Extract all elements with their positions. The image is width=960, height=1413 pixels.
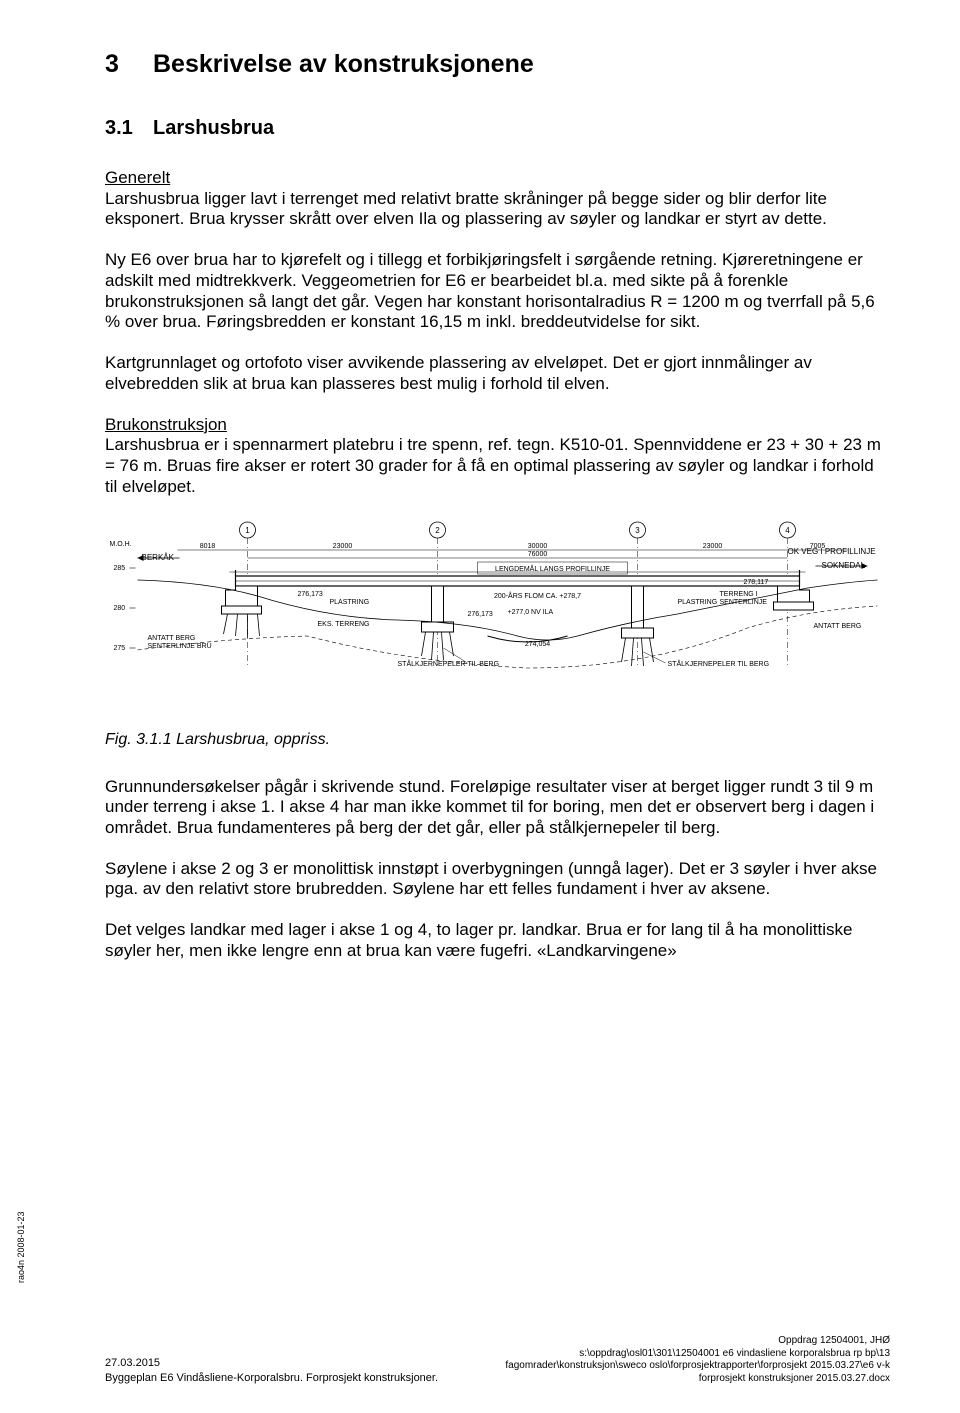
subsection-title: Larshusbrua <box>153 117 274 139</box>
abutment-right <box>774 586 814 610</box>
section-number: 3 <box>105 50 153 79</box>
svg-text:STÅLKJERNEPELER TIL BERG: STÅLKJERNEPELER TIL BERG <box>668 659 770 668</box>
paragraph: Generelt Larshusbrua ligger lavt i terre… <box>105 168 890 230</box>
section-heading: 3Beskrivelse av konstruksjonene <box>105 50 890 79</box>
svg-text:+277,0 NV ILA: +277,0 NV ILA <box>508 609 554 616</box>
paragraph: Søylene i akse 2 og 3 er monolittisk inn… <box>105 859 890 900</box>
footer-left: 27.03.2015 Byggeplan E6 Vindåsliene-Korp… <box>105 1356 438 1385</box>
side-revision-tag: rao4n 2008-01-23 <box>16 1211 26 1283</box>
svg-text:200-ÅRS FLOM CA. +278,7: 200-ÅRS FLOM CA. +278,7 <box>494 591 581 600</box>
footer-path: forprosjekt konstruksjoner 2015.03.27.do… <box>505 1373 890 1386</box>
y-tick: 275 <box>114 645 126 652</box>
svg-text:LENGDEMÅL LANGS PROFILLINJE: LENGDEMÅL LANGS PROFILLINJE <box>495 564 610 573</box>
section-title: Beskrivelse av konstruksjonene <box>153 50 534 78</box>
footer-project: Byggeplan E6 Vindåsliene-Korporalsbru. F… <box>105 1371 438 1385</box>
svg-text:PLASTRING: PLASTRING <box>330 599 370 606</box>
svg-text:SENTERLINJE: SENTERLINJE <box>720 599 768 606</box>
svg-text:2: 2 <box>435 526 440 535</box>
svg-text:30000: 30000 <box>528 543 548 550</box>
svg-text:276,173: 276,173 <box>468 611 493 618</box>
subsection-heading: 3.1Larshusbrua <box>105 117 890 140</box>
svg-text:7005: 7005 <box>810 543 826 550</box>
page-footer: 27.03.2015 Byggeplan E6 Vindåsliene-Korp… <box>105 1335 890 1385</box>
antatt-berg-left: ANTATT BERG <box>148 635 196 642</box>
footer-right: Oppdrag 12504001, JHØ s:\oppdrag\osl01\3… <box>505 1335 890 1385</box>
direction-left: BERKÅK <box>142 553 175 562</box>
direction-right-1: OK VEG I PROFILLINJE <box>788 547 876 556</box>
y-axis-label: M.O.H. <box>110 541 132 548</box>
subsection-number: 3.1 <box>105 117 153 140</box>
footer-oppdrag: Oppdrag 12504001, JHØ <box>505 1335 890 1348</box>
pier-axis-3 <box>622 586 654 666</box>
footer-path: s:\oppdrag\osl01\301\12504001 e6 vindasl… <box>505 1348 890 1361</box>
bridge-elevation-figure: M.O.H. 285 280 275 BERKÅK OK VEG I PROFI… <box>105 518 890 713</box>
svg-text:4: 4 <box>785 526 790 535</box>
svg-text:23000: 23000 <box>703 543 723 550</box>
y-tick: 285 <box>114 565 126 572</box>
svg-text:23000: 23000 <box>333 543 353 550</box>
svg-text:274,054: 274,054 <box>525 641 550 648</box>
svg-text:8018: 8018 <box>200 543 216 550</box>
footer-date: 27.03.2015 <box>105 1356 438 1370</box>
abutment-left <box>222 586 262 638</box>
bridge-elevation-svg: M.O.H. 285 280 275 BERKÅK OK VEG I PROFI… <box>105 518 890 708</box>
body-text: Larshusbrua ligger lavt i terrenget med … <box>105 189 827 229</box>
paragraph: Ny E6 over brua har to kjørefelt og i ti… <box>105 250 890 333</box>
direction-right-2: SOKNEDAL <box>822 561 866 570</box>
body-text: Larshusbrua er i spennarmert platebru i … <box>105 435 881 495</box>
document-page: 3Beskrivelse av konstruksjonene 3.1Larsh… <box>0 0 960 1413</box>
svg-text:276,173: 276,173 <box>298 591 323 598</box>
inline-heading-generelt: Generelt <box>105 168 170 187</box>
paragraph: Det velges landkar med lager i akse 1 og… <box>105 920 890 961</box>
svg-text:PLASTRING: PLASTRING <box>678 599 718 606</box>
svg-text:3: 3 <box>635 526 640 535</box>
svg-text:1: 1 <box>245 526 250 535</box>
paragraph: Brukonstruksjon Larshusbrua er i spennar… <box>105 415 890 498</box>
svg-text:STÅLKJERNEPELER TIL BERG: STÅLKJERNEPELER TIL BERG <box>398 659 500 668</box>
paragraph: Kartgrunnlaget og ortofoto viser avviken… <box>105 353 890 394</box>
paragraph: Grunnundersøkelser pågår i skrivende stu… <box>105 777 890 839</box>
figure-caption: Fig. 3.1.1 Larshusbrua, oppriss. <box>105 731 890 749</box>
svg-text:ANTATT BERG: ANTATT BERG <box>814 623 862 630</box>
svg-text:278,117: 278,117 <box>744 579 769 586</box>
svg-text:76000: 76000 <box>528 551 548 558</box>
terreng-senterlinje: TERRENG I <box>720 591 758 598</box>
svg-text:EKS. TERRENG: EKS. TERRENG <box>318 621 370 628</box>
svg-text:SENTERLINJE BRU: SENTERLINJE BRU <box>148 643 212 650</box>
inline-heading-brukonstruksjon: Brukonstruksjon <box>105 415 227 434</box>
y-tick: 280 <box>114 605 126 612</box>
footer-path: fagomrader\konstruksjon\sweco oslo\forpr… <box>505 1360 890 1373</box>
